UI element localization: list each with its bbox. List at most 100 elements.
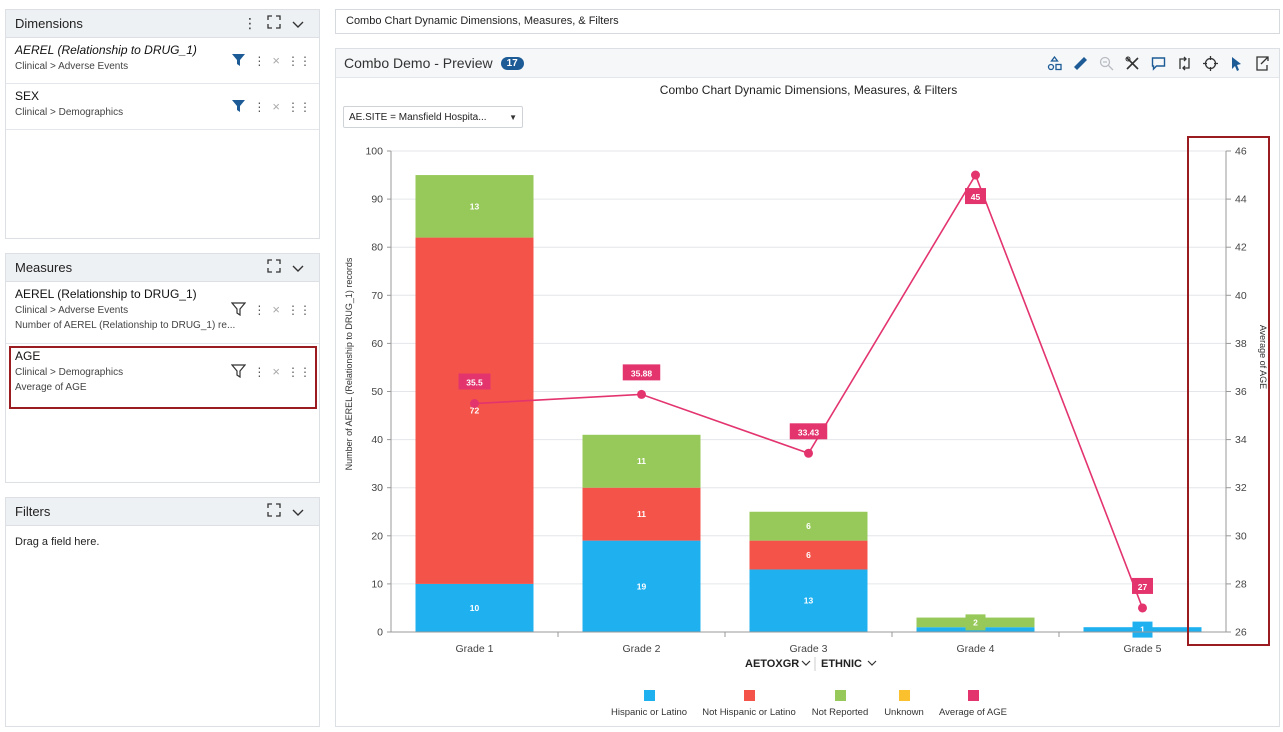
bar-segment <box>749 569 868 632</box>
avg-age-label-bg <box>458 373 491 390</box>
legend-label: Not Reported <box>812 707 869 718</box>
y2-tick-label: 32 <box>1235 482 1247 494</box>
field-path: Clinical > Adverse Events <box>15 61 129 72</box>
bar-segment <box>415 175 534 238</box>
field-name: AEREL (Relationship to DRUG_1) <box>15 43 197 57</box>
avg-age-label: 27 <box>1138 582 1148 592</box>
data-label: 6 <box>806 550 811 560</box>
avg-age-label: 35.88 <box>631 368 653 378</box>
expand-icon[interactable] <box>262 503 286 520</box>
more-vertical-icon[interactable]: ⋮ <box>253 365 266 379</box>
bar-segment <box>582 434 701 488</box>
filters-dropzone[interactable]: Drag a field here. <box>15 536 100 548</box>
y-tick-label: 50 <box>371 386 383 398</box>
data-label: 11 <box>637 509 646 519</box>
data-label: 10 <box>470 603 480 613</box>
y2-tick-label: 34 <box>1235 434 1247 446</box>
comment-icon[interactable] <box>1150 55 1167 72</box>
close-icon[interactable]: × <box>272 364 280 379</box>
chevron-down-icon[interactable] <box>867 660 877 666</box>
close-icon[interactable]: × <box>272 53 280 68</box>
measures-panel: Measures AEREL (Relationship to DRUG_1) … <box>5 253 320 483</box>
x-dim-aetoxgr[interactable]: AETOXGR <box>745 658 799 670</box>
chevron-down-icon[interactable] <box>286 504 310 520</box>
pointer-icon[interactable] <box>1228 55 1245 72</box>
dimension-item-aerel[interactable]: AEREL (Relationship to DRUG_1) Clinical … <box>6 38 319 84</box>
filter-filled-icon[interactable] <box>231 99 246 115</box>
bar-series: 10 72 13 19 11 11 13 6 6 2 1 <box>415 175 1202 638</box>
drag-handle-icon[interactable]: ⋮⋮ <box>287 365 311 379</box>
x-tick-label: Grade 1 <box>456 643 494 655</box>
avg-age-label: 33.43 <box>798 427 820 437</box>
measures-header: Measures <box>6 254 319 282</box>
filters-panel: Filters Drag a field here. <box>5 497 320 727</box>
legend: Hispanic or Latino Not Hispanic or Latino… <box>611 690 1007 718</box>
y-tick-label: 10 <box>371 578 383 590</box>
tools-icon[interactable] <box>1124 55 1141 72</box>
y-axis-right: 26 28 30 32 34 36 38 40 42 44 46 <box>1225 146 1247 639</box>
data-label: 72 <box>470 406 480 416</box>
y-tick-label: 40 <box>371 434 383 446</box>
preview-panel: Combo Demo - Preview 17 Combo Chart Dyna… <box>335 48 1280 727</box>
drag-handle-icon[interactable]: ⋮⋮ <box>287 303 311 317</box>
export-icon[interactable] <box>1254 55 1271 72</box>
expand-icon[interactable] <box>262 15 286 32</box>
measure-item-aerel[interactable]: AEREL (Relationship to DRUG_1) Clinical … <box>6 282 319 344</box>
legend-swatch <box>744 690 755 701</box>
filter-outline-icon[interactable] <box>231 302 247 318</box>
legend-swatch <box>899 690 910 701</box>
y2-axis-title: Average of AGE <box>1258 325 1268 389</box>
more-vertical-icon[interactable]: ⋮ <box>243 15 257 31</box>
avg-age-label-bg <box>789 423 828 440</box>
y-tick-label: 70 <box>371 290 383 302</box>
site-filter-value: AE.SITE = Mansfield Hospita... <box>349 111 487 123</box>
y2-tick-label: 42 <box>1235 242 1247 254</box>
y2-tick-label: 44 <box>1235 194 1247 206</box>
x-tick-label: Grade 4 <box>957 643 995 655</box>
filters-header: Filters <box>6 498 319 526</box>
chevron-down-icon[interactable] <box>286 260 310 276</box>
site-filter-select[interactable]: AE.SITE = Mansfield Hospita... ▼ <box>343 106 523 128</box>
filter-outline-icon[interactable] <box>231 364 247 380</box>
x-tick-label: Grade 2 <box>623 643 661 655</box>
chart-name-input[interactable]: Combo Chart Dynamic Dimensions, Measures… <box>335 9 1280 34</box>
field-name: AGE <box>15 349 41 363</box>
field-aggregation: Average of AGE <box>15 382 87 393</box>
bar-segment <box>582 487 701 541</box>
more-vertical-icon[interactable]: ⋮ <box>253 100 266 114</box>
drag-handle-icon[interactable]: ⋮⋮ <box>287 100 311 114</box>
close-icon[interactable]: × <box>272 99 280 114</box>
crosshair-icon[interactable] <box>1202 55 1219 72</box>
measure-item-age[interactable]: AGE Clinical > Demographics Average of A… <box>6 344 319 406</box>
y-tick-label: 100 <box>365 146 383 158</box>
data-label: 1 <box>1140 625 1145 635</box>
x-dim-ethnic[interactable]: ETHNIC <box>821 658 862 670</box>
legend-label: Average of AGE <box>939 707 1007 718</box>
avg-age-point <box>1138 603 1147 613</box>
drag-handle-icon[interactable]: ⋮⋮ <box>287 54 311 68</box>
more-vertical-icon[interactable]: ⋮ <box>253 303 266 317</box>
dimensions-title: Dimensions <box>15 16 83 31</box>
x-tick-label: Grade 3 <box>790 643 828 655</box>
close-icon[interactable]: × <box>272 302 280 317</box>
y-axis-left: 0 10 20 30 40 50 60 70 80 90 100 <box>365 146 392 639</box>
ruler-icon[interactable] <box>1072 55 1089 72</box>
x-tick-label: Grade 5 <box>1124 643 1162 655</box>
swap-axes-icon[interactable] <box>1176 55 1193 72</box>
y2-tick-label: 38 <box>1235 338 1247 350</box>
x-axis: Grade 1 Grade 2 Grade 3 Grade 4 Grade 5 <box>391 631 1226 655</box>
bar-segment <box>582 540 701 632</box>
y-tick-label: 0 <box>377 627 383 639</box>
shapes-icon[interactable] <box>1046 55 1063 72</box>
avg-age-point <box>470 399 479 409</box>
filter-filled-icon[interactable] <box>231 53 246 69</box>
expand-icon[interactable] <box>262 259 286 276</box>
dimension-item-sex[interactable]: SEX Clinical > Demographics ⋮ × ⋮⋮ <box>6 84 319 130</box>
chevron-down-icon[interactable] <box>801 660 811 666</box>
legend-swatch <box>644 690 655 701</box>
more-vertical-icon[interactable]: ⋮ <box>253 54 266 68</box>
chevron-down-icon[interactable] <box>286 16 310 32</box>
field-aggregation: Number of AEREL (Relationship to DRUG_1)… <box>15 320 235 331</box>
zoom-out-icon[interactable] <box>1098 55 1115 72</box>
bar-segment <box>415 237 534 584</box>
